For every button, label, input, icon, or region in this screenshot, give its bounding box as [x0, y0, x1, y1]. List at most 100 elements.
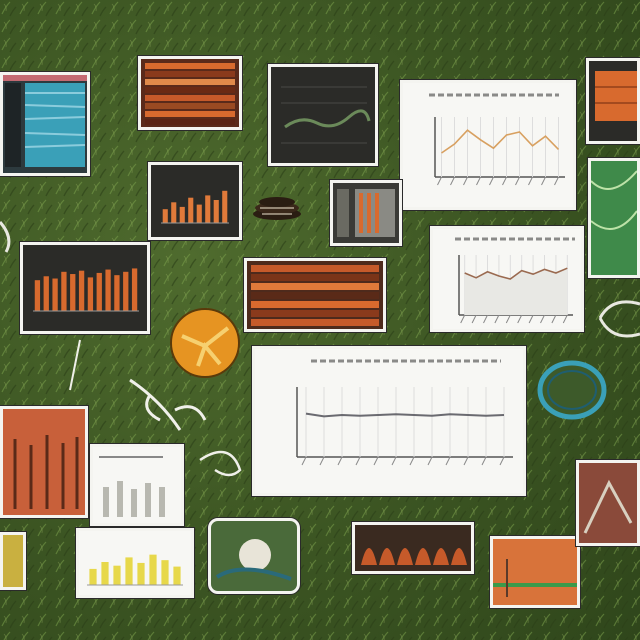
- bar: [123, 271, 129, 311]
- bar: [205, 195, 211, 223]
- series-line: [441, 129, 560, 154]
- orange-bar-chart-panel: [20, 242, 150, 334]
- bar: [96, 272, 102, 311]
- stripe: [251, 301, 379, 308]
- stripe: [251, 292, 379, 299]
- tick-label: [540, 314, 545, 324]
- bar: [101, 562, 109, 585]
- tick-label: [505, 314, 511, 324]
- bar: [105, 269, 111, 311]
- orange-orb: [168, 306, 242, 380]
- green-tile: [588, 158, 640, 278]
- bar: [89, 568, 97, 585]
- tick-label: [391, 456, 397, 466]
- tick-label: [460, 314, 466, 324]
- tick-label: [517, 314, 523, 324]
- tick-label: [499, 456, 505, 466]
- bar: [188, 197, 194, 223]
- teal-ring: [536, 358, 608, 422]
- tick-label: [481, 456, 487, 466]
- bar: [196, 204, 202, 223]
- bar: [34, 280, 41, 311]
- series-area: [464, 268, 568, 315]
- right-photo-tile: [576, 460, 640, 546]
- stripe: [145, 111, 235, 117]
- tick-label: [541, 176, 546, 186]
- red-vertical-panel: [0, 406, 88, 518]
- tick-label: [502, 176, 507, 186]
- bar: [61, 271, 67, 311]
- stacked-discs-icon: [250, 192, 304, 222]
- stripe: [251, 310, 379, 317]
- stripe: [145, 119, 235, 125]
- grey-bar-card: [90, 444, 184, 526]
- tick-label: [450, 176, 455, 186]
- photo-frame: [208, 518, 300, 594]
- bar: [87, 277, 94, 311]
- series-line: [305, 412, 505, 418]
- bar: [171, 202, 177, 223]
- orange-bar-panel: [148, 162, 242, 240]
- bar: [78, 270, 85, 311]
- orange-dashboard-panel: [586, 58, 640, 144]
- peaks-line-chart: [400, 80, 576, 210]
- tick-label: [528, 314, 534, 324]
- stripe: [251, 274, 379, 281]
- dark-line-panel: [268, 64, 378, 166]
- tick-label: [373, 456, 379, 466]
- bar: [149, 554, 157, 585]
- bar: [125, 557, 133, 585]
- tick-label: [494, 314, 500, 324]
- tick-label: [409, 456, 415, 466]
- bar: [162, 209, 168, 223]
- stripe: [251, 265, 379, 272]
- bar: [161, 560, 169, 585]
- bar: [131, 268, 138, 311]
- teal-stripes-panel: [0, 72, 90, 176]
- bar: [113, 565, 121, 585]
- stripe: [145, 71, 235, 77]
- small-yellow-tile: [0, 532, 26, 590]
- wide-orange-stripes: [244, 258, 386, 332]
- tick-label: [528, 176, 533, 186]
- stripe: [145, 79, 235, 85]
- tick-label: [515, 176, 520, 186]
- tick-label: [427, 456, 433, 466]
- stripe: [145, 87, 235, 93]
- bar: [70, 274, 76, 311]
- bar: [52, 278, 58, 311]
- bar: [222, 190, 228, 223]
- tick-label: [463, 176, 468, 186]
- stripe: [251, 319, 379, 326]
- stripe: [145, 103, 235, 109]
- tick-label: [319, 456, 325, 466]
- tick-label: [562, 314, 568, 324]
- bar: [114, 275, 120, 311]
- bar: [213, 200, 219, 223]
- orange-wave-panel: [352, 522, 474, 574]
- tick-label: [463, 456, 469, 466]
- tick-label: [337, 456, 343, 466]
- tick-label: [471, 314, 477, 324]
- tick-label: [476, 176, 481, 186]
- stripe: [251, 283, 379, 290]
- small-bar-dashboard: [330, 180, 402, 246]
- stripe: [145, 63, 235, 69]
- area-chart: [430, 226, 584, 332]
- tick-label: [301, 456, 307, 466]
- tick-label: [554, 176, 559, 186]
- yellow-bar-chart: [76, 528, 194, 598]
- bar: [43, 276, 49, 311]
- tick-label: [355, 456, 361, 466]
- bar: [173, 566, 181, 585]
- stripe: [145, 95, 235, 101]
- series-line: [464, 267, 568, 280]
- tick-label: [551, 314, 557, 324]
- tick-label: [437, 176, 442, 186]
- tick-label: [445, 456, 451, 466]
- bar: [137, 562, 145, 585]
- tick-label: [489, 176, 494, 186]
- orange-stripes-panel: [138, 56, 242, 130]
- bar: [179, 206, 185, 223]
- orange-landscape-panel: [490, 536, 580, 608]
